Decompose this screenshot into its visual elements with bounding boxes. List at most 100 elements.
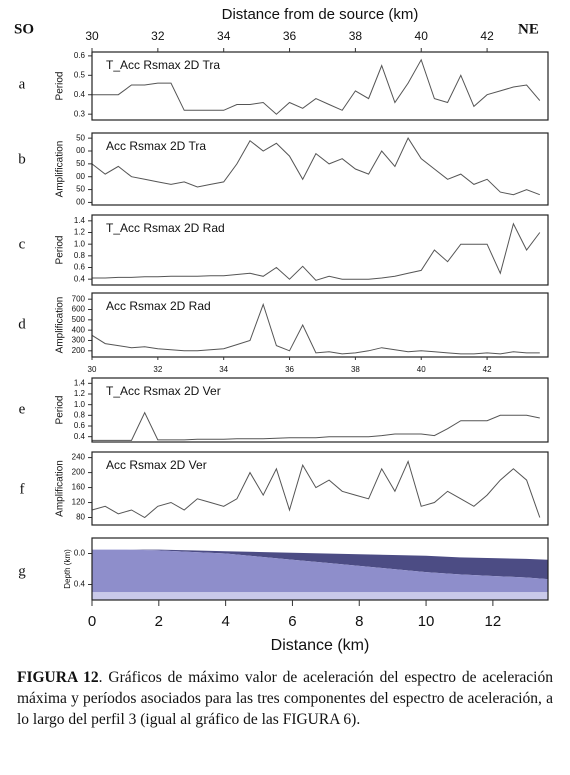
- plot-frame: [91, 451, 549, 526]
- x-tick-label: 30: [85, 29, 99, 43]
- y-axis-label: Depth (km): [63, 549, 72, 589]
- y-tick-label: 200: [72, 468, 86, 477]
- x-tick-label: 42: [483, 365, 492, 374]
- x-axis-label: Distance from de source (km): [222, 6, 419, 23]
- layer: [92, 549, 548, 593]
- x-tick-label: 38: [349, 29, 363, 43]
- x-tick-label: 38: [351, 365, 360, 374]
- y-tick-label: 0.6: [74, 263, 86, 272]
- y-tick-label: 1.4: [74, 378, 86, 387]
- plot-frame: [91, 214, 549, 286]
- data-line: [91, 137, 540, 196]
- y-tick-label: 1.2: [74, 228, 86, 237]
- x-tick-label: 40: [415, 29, 429, 43]
- panel-label: Acc Rsmax 2D Tra: [106, 139, 206, 153]
- y-tick-label: 1.0: [74, 400, 86, 409]
- plot-frame: [91, 537, 549, 601]
- panel-letter: b: [18, 151, 26, 167]
- layer: [92, 592, 548, 600]
- y-axis-label: Amplification: [55, 297, 66, 354]
- y-tick-label: 0.0: [74, 549, 86, 558]
- caption-text: . Gráficos de máximo valor de aceleració…: [17, 669, 553, 728]
- y-tick-label: 1.4: [74, 216, 86, 225]
- plot-frame: [91, 132, 549, 206]
- data-line: [91, 302, 540, 355]
- x-tick-label: 4: [221, 613, 229, 630]
- caption: FIGURA 12. Gráficos de máximo valor de a…: [17, 667, 553, 730]
- y-axis-label: Amplification: [55, 141, 66, 198]
- y-axis-label: Period: [55, 72, 66, 101]
- x-tick-label: 2: [155, 613, 163, 630]
- panel-letter: d: [18, 316, 26, 332]
- y-tick-label: 0.5: [74, 70, 86, 79]
- y-tick-label: 00: [76, 198, 85, 207]
- y-tick-label: 200: [72, 346, 86, 355]
- x-tick-label: 34: [217, 29, 231, 43]
- y-tick-label: 50: [76, 133, 85, 142]
- x-axis-label: Distance (km): [271, 637, 370, 654]
- data-line: [92, 58, 541, 115]
- y-tick-label: 300: [72, 336, 86, 345]
- y-tick-label: 0.4: [74, 274, 86, 283]
- panel-letter: a: [19, 76, 26, 92]
- x-tick-label: 30: [88, 365, 97, 374]
- y-tick-label: 0.8: [74, 251, 86, 260]
- y-tick-label: 600: [72, 305, 86, 314]
- y-tick-label: 160: [72, 483, 86, 492]
- x-tick-label: 34: [219, 365, 228, 374]
- y-tick-label: 00: [76, 172, 85, 181]
- x-tick-label: 32: [151, 29, 165, 43]
- x-tick-label: 8: [355, 613, 363, 630]
- x-tick-label: 40: [417, 365, 426, 374]
- y-tick-label: 00: [76, 146, 85, 155]
- x-tick-label: 6: [288, 613, 296, 630]
- y-tick-label: 0.6: [74, 51, 86, 60]
- y-tick-label: 1.2: [74, 389, 86, 398]
- x-tick-label: 10: [418, 613, 435, 630]
- corner-label: NE: [518, 21, 539, 37]
- y-tick-label: 0.4: [74, 580, 86, 589]
- y-tick-label: 0.4: [74, 90, 86, 99]
- panel-label: Acc Rsmax 2D Rad: [106, 299, 211, 313]
- corner-label: SO: [14, 21, 34, 37]
- y-tick-label: 500: [72, 315, 86, 324]
- y-tick-label: 400: [72, 325, 86, 334]
- y-tick-label: 1.0: [74, 239, 86, 248]
- panel-label: T_Acc Rsmax 2D Rad: [106, 221, 225, 235]
- y-tick-label: 50: [76, 159, 85, 168]
- x-tick-label: 12: [485, 613, 502, 630]
- y-tick-label: 50: [76, 185, 85, 194]
- x-tick-label: 36: [285, 365, 294, 374]
- panel-label: Acc Rsmax 2D Ver: [106, 458, 207, 472]
- y-tick-label: 0.3: [74, 109, 86, 118]
- plot-frame: [91, 377, 549, 443]
- panel-label: T_Acc Rsmax 2D Tra: [106, 58, 220, 72]
- y-axis-label: Period: [55, 236, 66, 265]
- x-tick-label: 36: [283, 29, 297, 43]
- y-tick-label: 240: [72, 453, 86, 462]
- data-line: [92, 222, 541, 281]
- y-axis-label: Amplification: [55, 460, 66, 517]
- x-tick-label: 32: [153, 365, 162, 374]
- data-line: [91, 459, 541, 519]
- plot-frame: [91, 51, 549, 121]
- layer: [92, 549, 548, 580]
- y-tick-label: 80: [76, 513, 85, 522]
- y-tick-label: 700: [72, 294, 86, 303]
- x-tick-label: 0: [88, 613, 96, 630]
- charts: a SO NE 0.3 0.4 0.5 0.6 Period T_Acc Rsmax 2D Tr…: [14, 6, 549, 654]
- y-axis-label: Period: [55, 396, 66, 425]
- y-tick-label: 0.4: [74, 432, 86, 441]
- panel-label: T_Acc Rsmax 2D Ver: [106, 384, 221, 398]
- x-tick-label: 42: [480, 29, 494, 43]
- panel-letter: c: [19, 236, 26, 252]
- y-tick-label: 120: [72, 498, 86, 507]
- y-tick-label: 0.6: [74, 421, 86, 430]
- panel-letter: f: [20, 481, 25, 497]
- panel-letter: g: [18, 563, 26, 579]
- plot-frame: [91, 292, 549, 358]
- data-line: [92, 411, 540, 441]
- y-tick-label: 0.8: [74, 410, 86, 419]
- caption-label: FIGURA 12: [17, 669, 99, 686]
